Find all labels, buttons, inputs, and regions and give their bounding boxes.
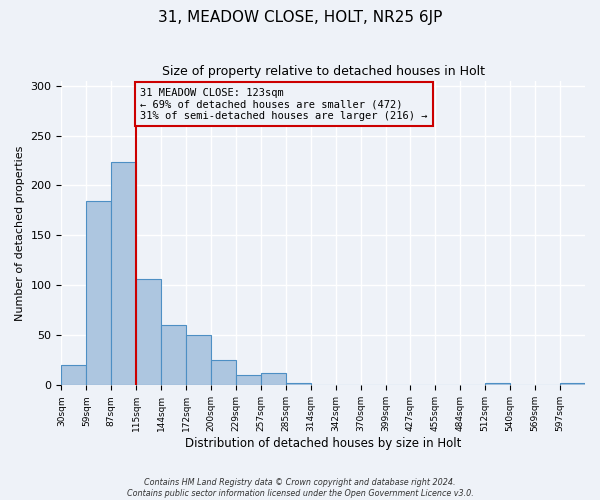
Bar — [560, 384, 585, 386]
Bar — [136, 280, 161, 386]
Bar — [286, 384, 311, 386]
Bar — [236, 376, 261, 386]
Bar — [86, 202, 111, 386]
Bar — [485, 384, 510, 386]
Bar — [186, 336, 211, 386]
Text: Contains HM Land Registry data © Crown copyright and database right 2024.
Contai: Contains HM Land Registry data © Crown c… — [127, 478, 473, 498]
Text: 31, MEADOW CLOSE, HOLT, NR25 6JP: 31, MEADOW CLOSE, HOLT, NR25 6JP — [158, 10, 442, 25]
X-axis label: Distribution of detached houses by size in Holt: Distribution of detached houses by size … — [185, 437, 461, 450]
Bar — [211, 360, 236, 386]
Bar — [161, 326, 186, 386]
Y-axis label: Number of detached properties: Number of detached properties — [15, 146, 25, 320]
Title: Size of property relative to detached houses in Holt: Size of property relative to detached ho… — [162, 65, 485, 78]
Bar — [61, 366, 86, 386]
Bar — [261, 374, 286, 386]
Text: 31 MEADOW CLOSE: 123sqm
← 69% of detached houses are smaller (472)
31% of semi-d: 31 MEADOW CLOSE: 123sqm ← 69% of detache… — [140, 88, 427, 121]
Bar — [111, 162, 136, 386]
